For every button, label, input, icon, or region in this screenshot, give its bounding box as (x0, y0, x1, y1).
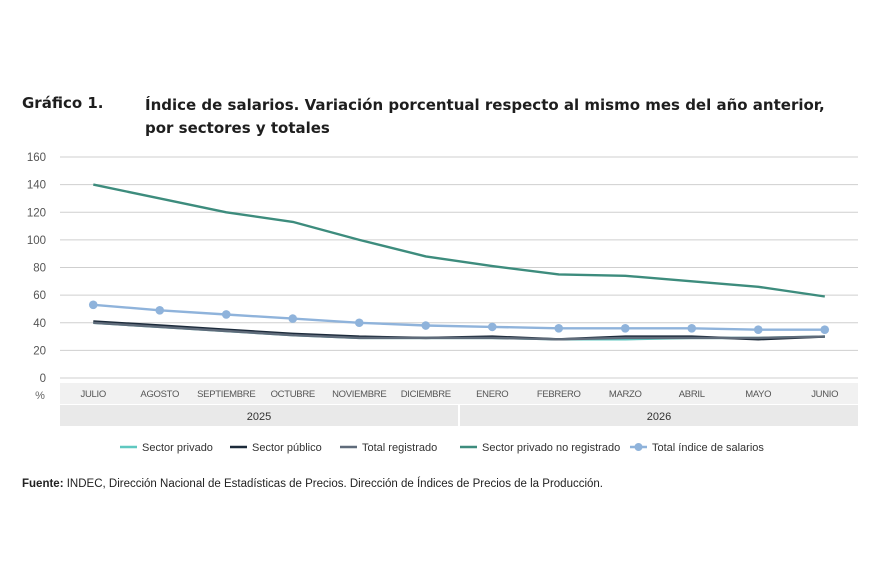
y-tick-label: 140 (27, 180, 46, 192)
source-label: Fuente: (22, 478, 64, 490)
data-point (155, 306, 165, 315)
y-axis-label: % (35, 390, 45, 402)
month-band (60, 383, 858, 404)
legend-label: Total índice de salarios (652, 442, 764, 454)
x-tick-label: AGOSTO (140, 389, 179, 400)
x-tick-label: NOVIEMBRE (332, 389, 386, 400)
data-point (354, 318, 364, 328)
y-tick-label: 40 (33, 318, 46, 330)
y-tick-label: 120 (27, 207, 46, 219)
x-tick-label: MARZO (609, 389, 642, 400)
year-group-label: 2026 (647, 411, 671, 423)
series-line-2 (93, 321, 825, 341)
data-point (687, 323, 697, 333)
y-tick-label: 0 (40, 373, 46, 385)
data-point (820, 325, 830, 334)
data-point (753, 325, 763, 334)
y-tick-label: 80 (33, 263, 46, 275)
chart-title: Índice de salarios. Variación porcentual… (145, 96, 825, 137)
data-point (421, 321, 431, 330)
year-group-label: 2025 (247, 411, 271, 423)
x-tick-label: MAYO (745, 389, 771, 400)
x-tick-label: ABRIL (679, 389, 705, 400)
year-group-band (460, 405, 858, 426)
series-line-4 (93, 303, 825, 331)
legend-label: Sector público (252, 442, 322, 454)
year-group-band (60, 405, 458, 426)
line-chart: 0 20 40 60 80 100 120 140 160 % JULIO AGOSTO SEPTI… (27, 152, 858, 454)
x-tick-label: SEPTIEMBRE (197, 389, 255, 400)
data-point (487, 322, 497, 332)
series-lines (88, 183, 830, 341)
y-tick-label: 100 (27, 235, 46, 247)
y-axis-ticks: 0 20 40 60 80 100 120 140 160 (27, 152, 46, 385)
x-tick-label: ENERO (476, 389, 508, 400)
x-tick-label: FEBRERO (537, 389, 581, 400)
data-point (221, 310, 231, 319)
x-axis-band: JULIO AGOSTO SEPTIEMBRE OCTUBRE NOVIEMBRE DIC… (60, 383, 858, 426)
y-tick-label: 60 (33, 290, 46, 302)
y-tick-label: 20 (33, 345, 46, 357)
series-line-3 (93, 183, 825, 298)
legend-label: Sector privado no registrado (482, 442, 620, 454)
data-point (288, 314, 298, 323)
x-tick-label: DICIEMBRE (401, 389, 451, 400)
y-tick-label: 160 (27, 152, 46, 164)
source-text: INDEC, Dirección Nacional de Estadística… (63, 478, 604, 490)
data-point (554, 323, 564, 333)
legend-marker (634, 443, 643, 451)
legend-label: Sector privado (142, 442, 213, 454)
data-point (88, 300, 98, 310)
figure-label: Gráfico 1. (22, 94, 104, 112)
x-tick-label: OCTUBRE (271, 389, 315, 400)
legend: Sector privado Sector público Total regist… (120, 442, 764, 454)
x-tick-label: JULIO (81, 389, 106, 400)
x-tick-label: JUNIO (811, 389, 838, 400)
data-point (620, 323, 630, 333)
legend-label: Total registrado (362, 442, 437, 454)
source-note: Fuente: INDEC, Dirección Nacional de Est… (22, 478, 603, 490)
gridlines (60, 156, 858, 379)
